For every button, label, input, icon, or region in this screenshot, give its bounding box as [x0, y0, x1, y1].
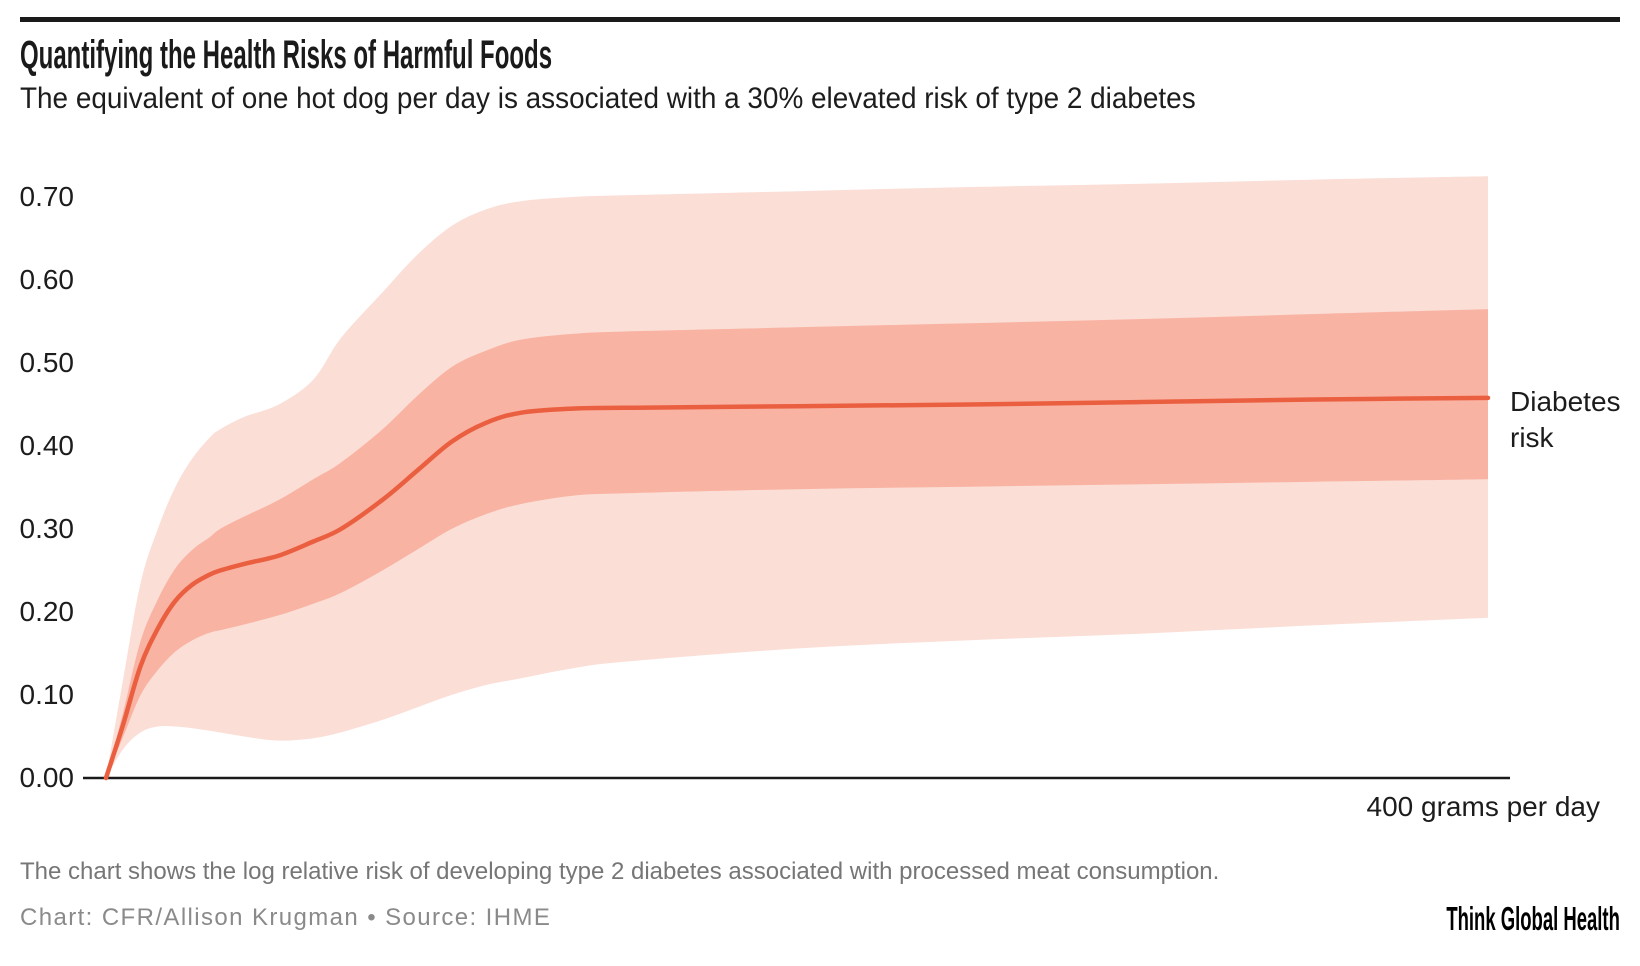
y-axis-tick-label: 0.50	[19, 347, 75, 378]
x-axis-label: 400 grams per day	[1366, 791, 1600, 822]
footnote: The chart shows the log relative risk of…	[20, 858, 1220, 885]
y-axis-tick-label: 0.00	[19, 762, 75, 793]
inner-confidence-band	[106, 309, 1488, 778]
diabetes-risk-line	[103, 395, 1491, 781]
y-axis-tick-label: 0.10	[19, 679, 75, 710]
y-axis-tick-label: 0.40	[19, 430, 75, 461]
y-axis-tick-label: 0.70	[19, 181, 75, 212]
header-rule	[20, 17, 1620, 22]
chart-title: Quantifying the Health Risks of Harmful …	[20, 33, 553, 77]
y-axis-tick-label: 0.60	[19, 264, 75, 295]
think-global-health-logo: Think Global Health	[1446, 900, 1620, 937]
series-label-diabetes-risk: Diabetes risk	[1510, 386, 1621, 453]
y-axis-tick-label: 0.20	[19, 596, 75, 627]
credit-line: Chart: CFR/Allison Krugman • Source: IHM…	[20, 904, 552, 931]
chart-subtitle: The equivalent of one hot dog per day is…	[20, 82, 1196, 115]
y-axis-tick-label: 0.30	[19, 513, 75, 544]
